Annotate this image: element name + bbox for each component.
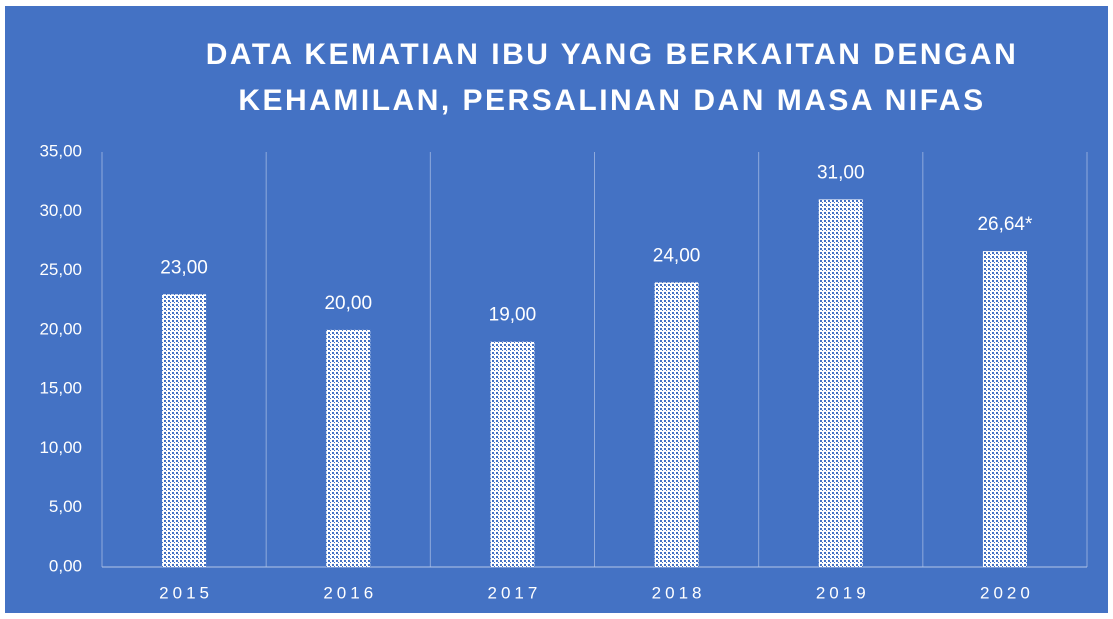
value-label: 23,00 bbox=[160, 257, 208, 278]
bar bbox=[818, 199, 863, 567]
bar bbox=[326, 329, 371, 567]
bar bbox=[654, 282, 699, 567]
value-label: 19,00 bbox=[489, 305, 537, 326]
value-label: 20,00 bbox=[324, 293, 372, 314]
y-tick-label: 30,00 bbox=[39, 201, 82, 220]
y-tick-label: 10,00 bbox=[39, 438, 82, 457]
x-tick-label: 2018 bbox=[652, 583, 706, 602]
x-tick-label: 2015 bbox=[159, 583, 213, 602]
y-tick-label: 20,00 bbox=[39, 319, 82, 338]
x-tick-label: 2016 bbox=[323, 583, 377, 602]
bar bbox=[162, 294, 207, 567]
value-label: 24,00 bbox=[653, 245, 701, 266]
x-tick-label: 2019 bbox=[816, 583, 870, 602]
y-tick-label: 15,00 bbox=[39, 379, 82, 398]
y-tick-label: 25,00 bbox=[39, 260, 82, 279]
y-tick-label: 35,00 bbox=[39, 141, 82, 160]
value-label: 26,64* bbox=[977, 214, 1033, 235]
x-tick-label: 2020 bbox=[980, 583, 1034, 602]
chart-title: KEHAMILAN, PERSALINAN DAN MASA NIFAS bbox=[238, 84, 985, 117]
bar bbox=[490, 341, 535, 567]
y-tick-label: 5,00 bbox=[49, 497, 82, 516]
y-tick-label: 0,00 bbox=[49, 556, 82, 575]
bar bbox=[982, 251, 1027, 567]
chart-title: DATA KEMATIAN IBU YANG BERKAITAN DENGAN bbox=[206, 38, 1019, 71]
value-label: 31,00 bbox=[817, 162, 865, 183]
x-tick-label: 2017 bbox=[488, 583, 542, 602]
